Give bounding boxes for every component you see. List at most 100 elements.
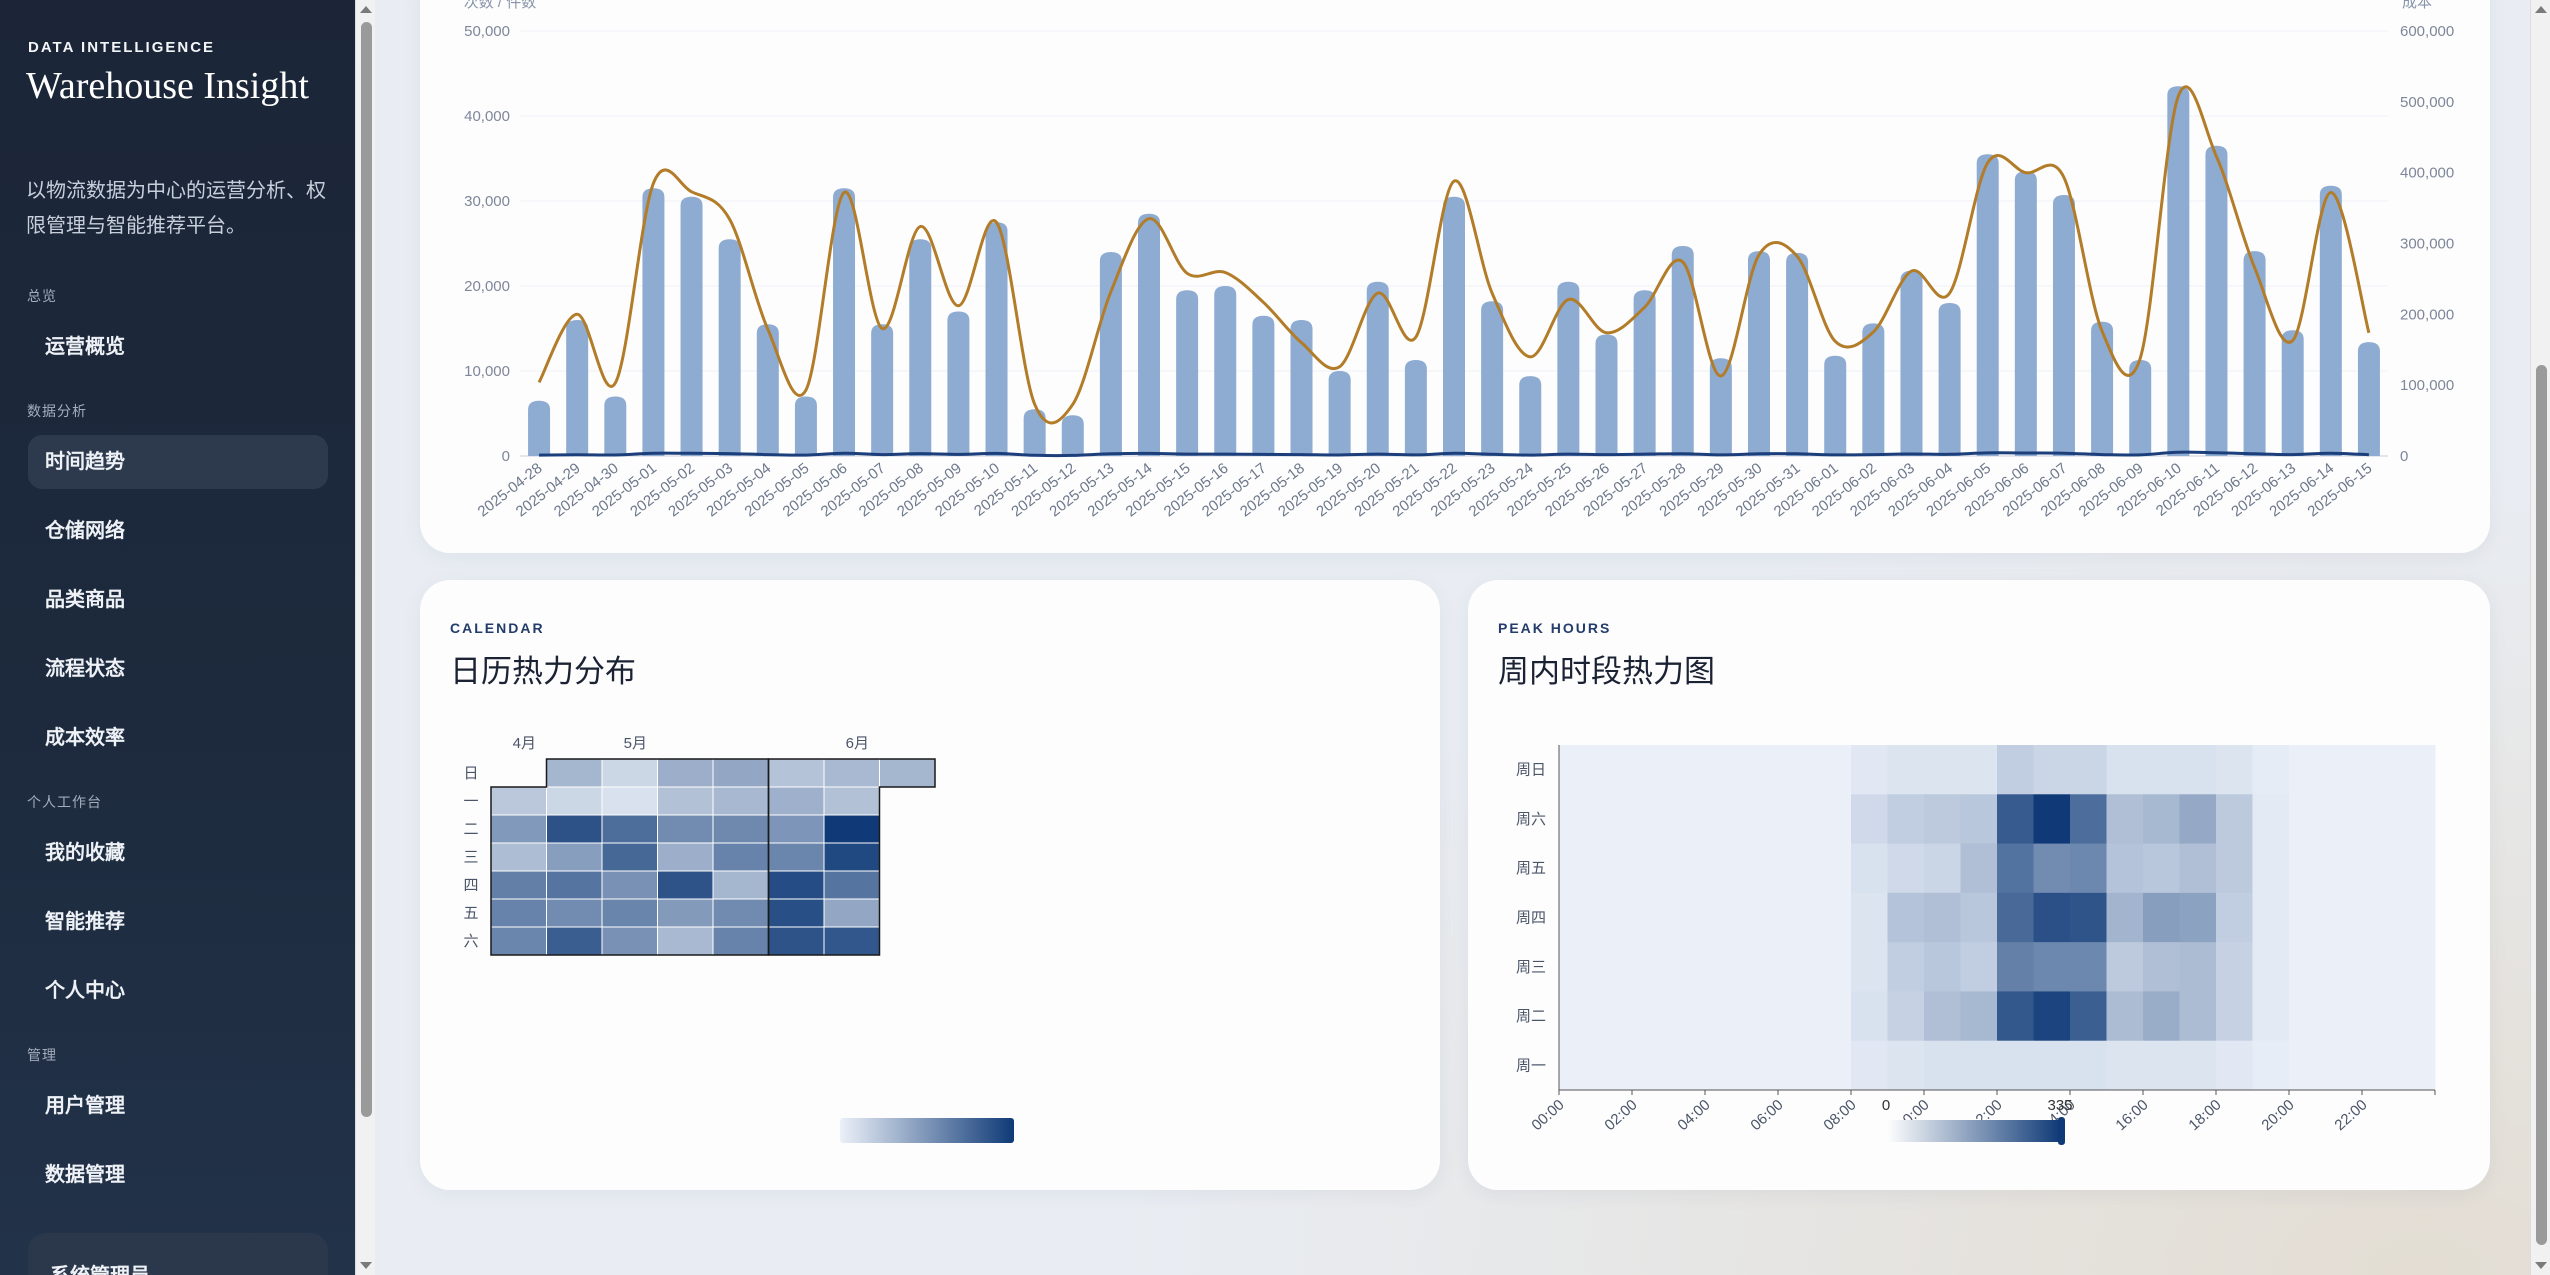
nav-item-overview[interactable]: 运营概览 [45,336,125,358]
calendar-cell [601,786,658,816]
calendar-cell [657,926,714,956]
calendar-cell [712,758,769,788]
heat-cell [1741,942,1779,992]
heat-cell [1887,892,1925,943]
nav-item-data-management[interactable]: 数据管理 [45,1164,125,1186]
bar [756,324,779,456]
bar [604,396,627,456]
main-scrollbar[interactable] [2530,0,2550,1275]
calendar-cell [712,814,769,844]
nav-item-warehouse-network[interactable]: 仓储网络 [45,520,125,542]
y-tick-label: 周三 [1516,959,1546,976]
user-role-card[interactable]: 系统管理员 [28,1233,328,1275]
weekday-label: 二 [463,821,478,838]
y-tick-label: 周五 [1516,860,1546,877]
bar [985,222,1008,456]
calendar-cell [490,786,547,816]
heat-cell [1595,794,1633,845]
nav-item-profile[interactable]: 个人中心 [45,980,125,1002]
heat-cell [2070,794,2107,845]
bar [794,396,817,456]
y-tick-label-right: 300,000 [2400,236,2454,253]
nav-item-process-status[interactable]: 流程状态 [45,658,125,680]
heat-cell [2325,892,2363,943]
heat-cell [1632,745,1669,795]
main-scroll-thumb[interactable] [2536,365,2547,1245]
heat-cell [2143,745,2180,795]
calendar-cell [657,842,714,872]
heat-cell [1559,745,1596,795]
heat-cell [1997,745,2034,795]
heat-cell [1814,892,1852,943]
heat-cell [1559,991,1596,1042]
heat-cell [1778,794,1815,845]
bar [947,311,970,456]
heat-cell [2252,892,2290,943]
heat-cell [2070,892,2107,943]
y-tick-label-left: 0 [502,448,510,465]
sidebar-scrollbar[interactable] [355,0,375,1275]
nav-item-time-trend[interactable]: 时间趋势 [28,435,328,489]
y-tick-label-left: 40,000 [464,108,510,125]
scroll-up-icon[interactable] [2535,6,2547,13]
nav-item-favorites[interactable]: 我的收藏 [45,842,125,864]
right-axis-label: 成本 [2402,0,2432,11]
heat-cell [2179,991,2217,1042]
bar [1328,371,1351,456]
heat-cell [2106,892,2144,943]
bar [833,188,856,456]
heat-cell [2216,745,2253,795]
bar [528,400,551,456]
nav-item-cost-efficiency[interactable]: 成本效率 [45,727,125,749]
calendar-cell [768,786,825,816]
brand-description: 以物流数据为中心的运营分析、权限管理与智能推荐平台。 [26,180,326,237]
calendar-cell [657,758,714,788]
calendar-cell [712,842,769,872]
calendar-eyebrow: CALENDAR [450,620,545,636]
calendar-cell [823,926,880,956]
calendar-cell [601,814,658,844]
bar [1824,355,1847,456]
scroll-down-icon[interactable] [360,1262,372,1269]
heat-cell [2362,745,2399,795]
calendar-cell [657,870,714,900]
heat-cell [1559,843,1596,894]
heat-cell [1705,942,1742,992]
month-label: 5月 [624,735,647,752]
heat-cell [1632,1040,1669,1091]
heat-cell [2179,794,2217,845]
nav-section-overview: 总览 [27,288,57,304]
calendar-title: 日历热力分布 [450,654,636,689]
heat-cell [2252,843,2290,894]
calendar-cell [823,842,880,872]
heat-cell [2033,892,2071,943]
nav-section-admin: 管理 [27,1047,57,1063]
heat-cell [2033,745,2071,795]
scroll-up-icon[interactable] [360,6,372,13]
heat-cell [2325,794,2363,845]
heat-cell [2216,794,2253,845]
heat-cell [1632,942,1669,992]
heat-cell [1887,745,1925,795]
calendar-cell [657,786,714,816]
bar [566,320,589,456]
bar [2129,359,2152,456]
month-label: 4月 [513,735,536,752]
heat-cell [1997,794,2034,845]
heat-cell [1632,991,1669,1042]
heat-cell [2362,1040,2399,1091]
heat-cell [1668,991,1706,1042]
scroll-down-icon[interactable] [2535,1262,2547,1269]
trend-card: 次数 / 件数 成本 0 10,000 20,000 30,000 40,000 50,000… [420,0,2490,553]
nav-item-category[interactable]: 品类商品 [45,589,125,611]
heat-cell [2252,991,2290,1042]
y-tick-label-left: 10,000 [464,363,510,380]
heat-cell [1924,843,1961,894]
sidebar-scroll-thumb[interactable] [361,22,372,1117]
nav-item-user-management[interactable]: 用户管理 [45,1095,125,1117]
nav-item-recommendations[interactable]: 智能推荐 [45,911,125,933]
heat-cell [1814,942,1852,992]
heat-cell [2106,745,2144,795]
heat-cell [2289,991,2326,1042]
heat-cell [2070,942,2107,992]
